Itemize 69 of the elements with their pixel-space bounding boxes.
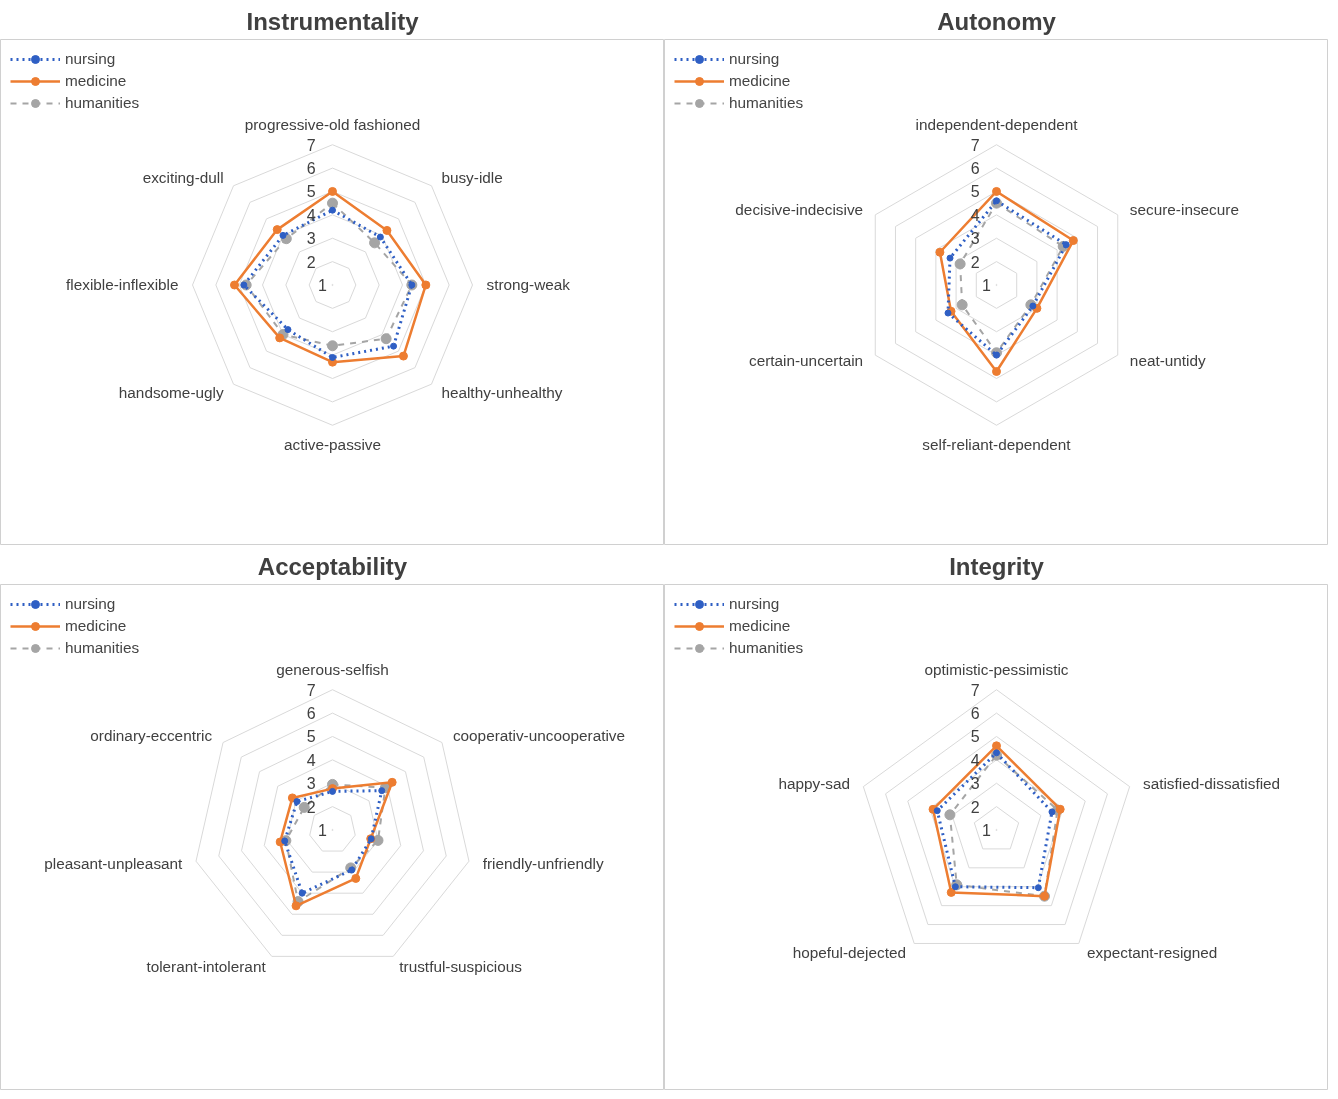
- y-tick-label: 2: [306, 253, 316, 271]
- legend-label: nursing: [65, 595, 116, 613]
- y-tick-label: 4: [306, 206, 316, 224]
- y-tick-label: 6: [306, 705, 316, 723]
- legend-label: humanities: [729, 639, 804, 657]
- y-tick-label: 5: [970, 728, 980, 746]
- spoke-label: decisive-indecisive: [735, 200, 864, 218]
- y-tick-label: 7: [970, 136, 980, 154]
- y-tick-label: 1: [982, 821, 991, 839]
- legend-label: nursing: [729, 595, 780, 613]
- y-tick-label: 5: [306, 728, 316, 746]
- spoke-label: healthy-unhealthy: [441, 383, 563, 401]
- y-tick-label: 2: [306, 798, 316, 816]
- y-tick-label: 5: [306, 183, 316, 201]
- legend-label: medicine: [729, 617, 791, 635]
- legend-label: humanities: [65, 639, 140, 657]
- y-tick-label: 7: [306, 136, 316, 154]
- y-tick-label: 3: [970, 230, 980, 248]
- y-tick-label: 1: [318, 821, 327, 839]
- chart-title: Autonomy: [937, 7, 1057, 35]
- spoke-label: flexible-inflexible: [66, 276, 179, 294]
- spoke-label: active-passive: [283, 436, 382, 454]
- legend-label: nursing: [65, 50, 116, 68]
- y-tick-label: 3: [970, 775, 980, 793]
- spoke-label: cooperativ-uncooperative: [452, 727, 626, 745]
- spoke-label: optimistic-pessimistic: [924, 661, 1069, 679]
- spoke-label: neat-untidy: [1129, 352, 1207, 370]
- spoke-label: handsome-ugly: [118, 383, 224, 401]
- spoke-label: ordinary-eccentric: [90, 727, 213, 745]
- spoke-label: self-reliant-dependent: [922, 436, 1072, 454]
- y-tick-label: 7: [970, 681, 980, 699]
- legend-label: medicine: [729, 72, 791, 90]
- spoke-label: independent-dependent: [915, 116, 1079, 134]
- y-tick-label: 3: [306, 230, 316, 248]
- spoke-label: certain-uncertain: [748, 352, 864, 370]
- y-tick-label: 4: [970, 751, 980, 769]
- y-tick-label: 2: [970, 253, 980, 271]
- y-tick-label: 4: [306, 751, 316, 769]
- spoke-label: satisfied-dissatisfied: [1142, 774, 1281, 792]
- spoke-label: strong-weak: [486, 276, 571, 294]
- spoke-label: friendly-unfriendly: [482, 855, 604, 873]
- chart-title: Instrumentality: [246, 7, 420, 35]
- y-tick-label: 6: [306, 160, 316, 178]
- legend-label: medicine: [65, 617, 127, 635]
- y-tick-label: 6: [970, 705, 980, 723]
- spoke-label: happy-sad: [778, 774, 851, 792]
- legend-label: nursing: [729, 50, 780, 68]
- chart-title: Acceptability: [257, 552, 408, 580]
- spoke-label: generous-selfish: [276, 661, 389, 679]
- y-tick-label: 2: [970, 798, 980, 816]
- spoke-label: tolerant-intolerant: [146, 957, 267, 975]
- y-tick-label: 1: [982, 276, 991, 294]
- y-tick-label: 5: [970, 183, 980, 201]
- spoke-label: busy-idle: [441, 169, 503, 187]
- y-tick-label: 6: [970, 160, 980, 178]
- spoke-label: secure-insecure: [1129, 200, 1239, 218]
- spoke-label: pleasant-unpleasant: [44, 855, 184, 873]
- legend-label: humanities: [729, 94, 804, 112]
- spoke-label: expectant-resigned: [1087, 944, 1218, 962]
- y-tick-label: 3: [306, 775, 316, 793]
- spoke-label: progressive-old fashioned: [244, 116, 421, 134]
- spoke-label: trustful-suspicious: [399, 957, 523, 975]
- spoke-label: exciting-dull: [142, 169, 224, 187]
- legend-label: humanities: [65, 94, 140, 112]
- legend-label: medicine: [65, 72, 127, 90]
- chart-title: Integrity: [949, 552, 1045, 580]
- y-tick-label: 7: [306, 681, 316, 699]
- spoke-label: hopeful-dejected: [792, 944, 906, 962]
- y-tick-label: 1: [318, 276, 327, 294]
